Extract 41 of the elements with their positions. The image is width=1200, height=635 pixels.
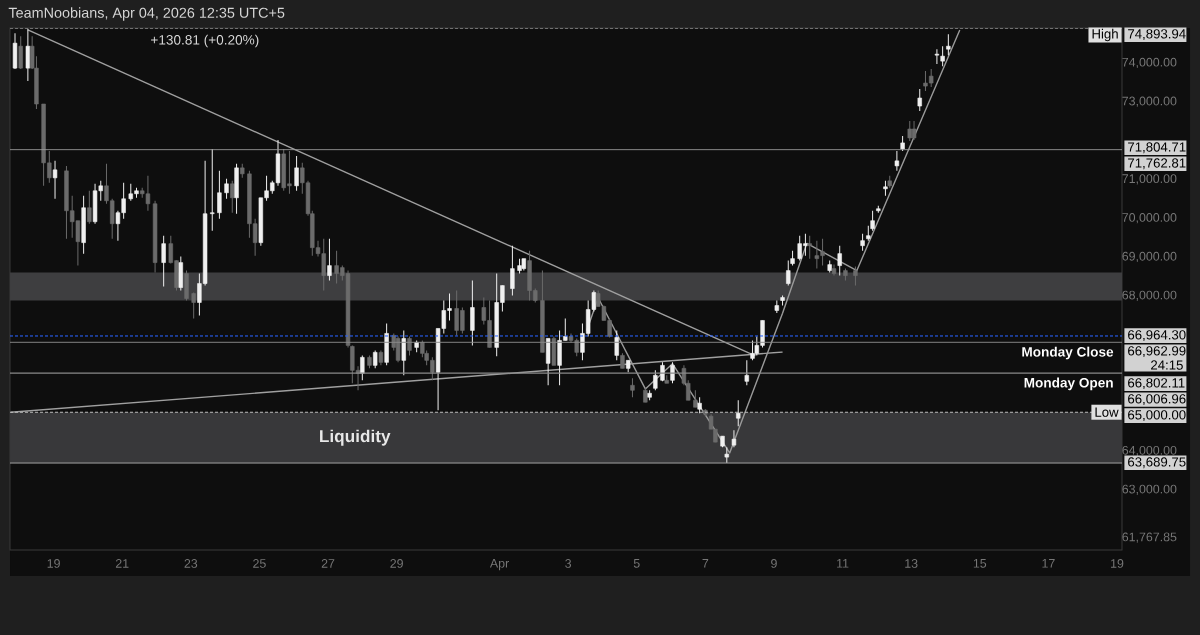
y-tick-label: 70,000.00 [1122,213,1177,224]
annotation: 66,964.30 [1128,330,1186,342]
x-tick-label: 9 [771,559,777,568]
y-tick-label: 69,000.00 [1122,251,1177,263]
x-tick-label: 19 [1111,559,1124,568]
ref-line-label: Low [1095,407,1119,417]
annotation: 66,802.11 [1128,378,1185,390]
x-tick-label: 27 [321,559,335,568]
annotation: 71,804.71 [1128,142,1186,154]
annotation: 63,689.75 [1128,457,1186,469]
x-tick-label: 21 [115,559,129,568]
x-tick-label: 5 [633,559,640,568]
x-tick-label: 11 [837,559,849,568]
annotation: +130.81 (+0.20%) [151,34,259,48]
x-tick-label: Apr [489,559,509,571]
x-tick-label: 7 [702,559,709,568]
x-tick-label: 3 [565,559,572,568]
band-label: Liquidity [320,429,391,446]
x-tick-label: 15 [973,559,987,568]
y-tick-label: 61,767.85 [1122,532,1177,543]
y-tick-label: 71,000.00 [1122,174,1177,185]
y-tick-label: 73,000.00 [1122,96,1177,107]
x-tick-label: 23 [184,559,198,568]
chart-title: TeamNoobians, Apr 04, 2026 12:35 UTC+5 [8,7,285,21]
x-tick-label: 17 [1042,559,1055,568]
x-tick-label: 29 [390,559,403,568]
x-tick-label: 25 [253,559,266,568]
y-tick-label: 74,000.00 [1122,57,1177,69]
ref-line-label: Monday Open [1024,377,1113,391]
y-tick-label: 68,000.00 [1122,290,1177,301]
annotation: 71,762.81 [1128,158,1186,170]
x-tick-label: 13 [905,559,918,568]
ref-line-label: Monday Close [1022,346,1114,360]
annotation: 74,893.94 [1128,29,1186,41]
y-tick-label: 64,000.00 [1122,445,1177,457]
annotation: 65,000.00 [1128,410,1186,422]
annotation: 66,962.99 24:15 [1128,346,1186,370]
x-tick-label: 19 [47,559,60,568]
y-tick-label: 63,000.00 [1122,484,1177,495]
ref-line-label: High [1092,28,1118,42]
annotation: 66,006.96 [1128,394,1186,406]
